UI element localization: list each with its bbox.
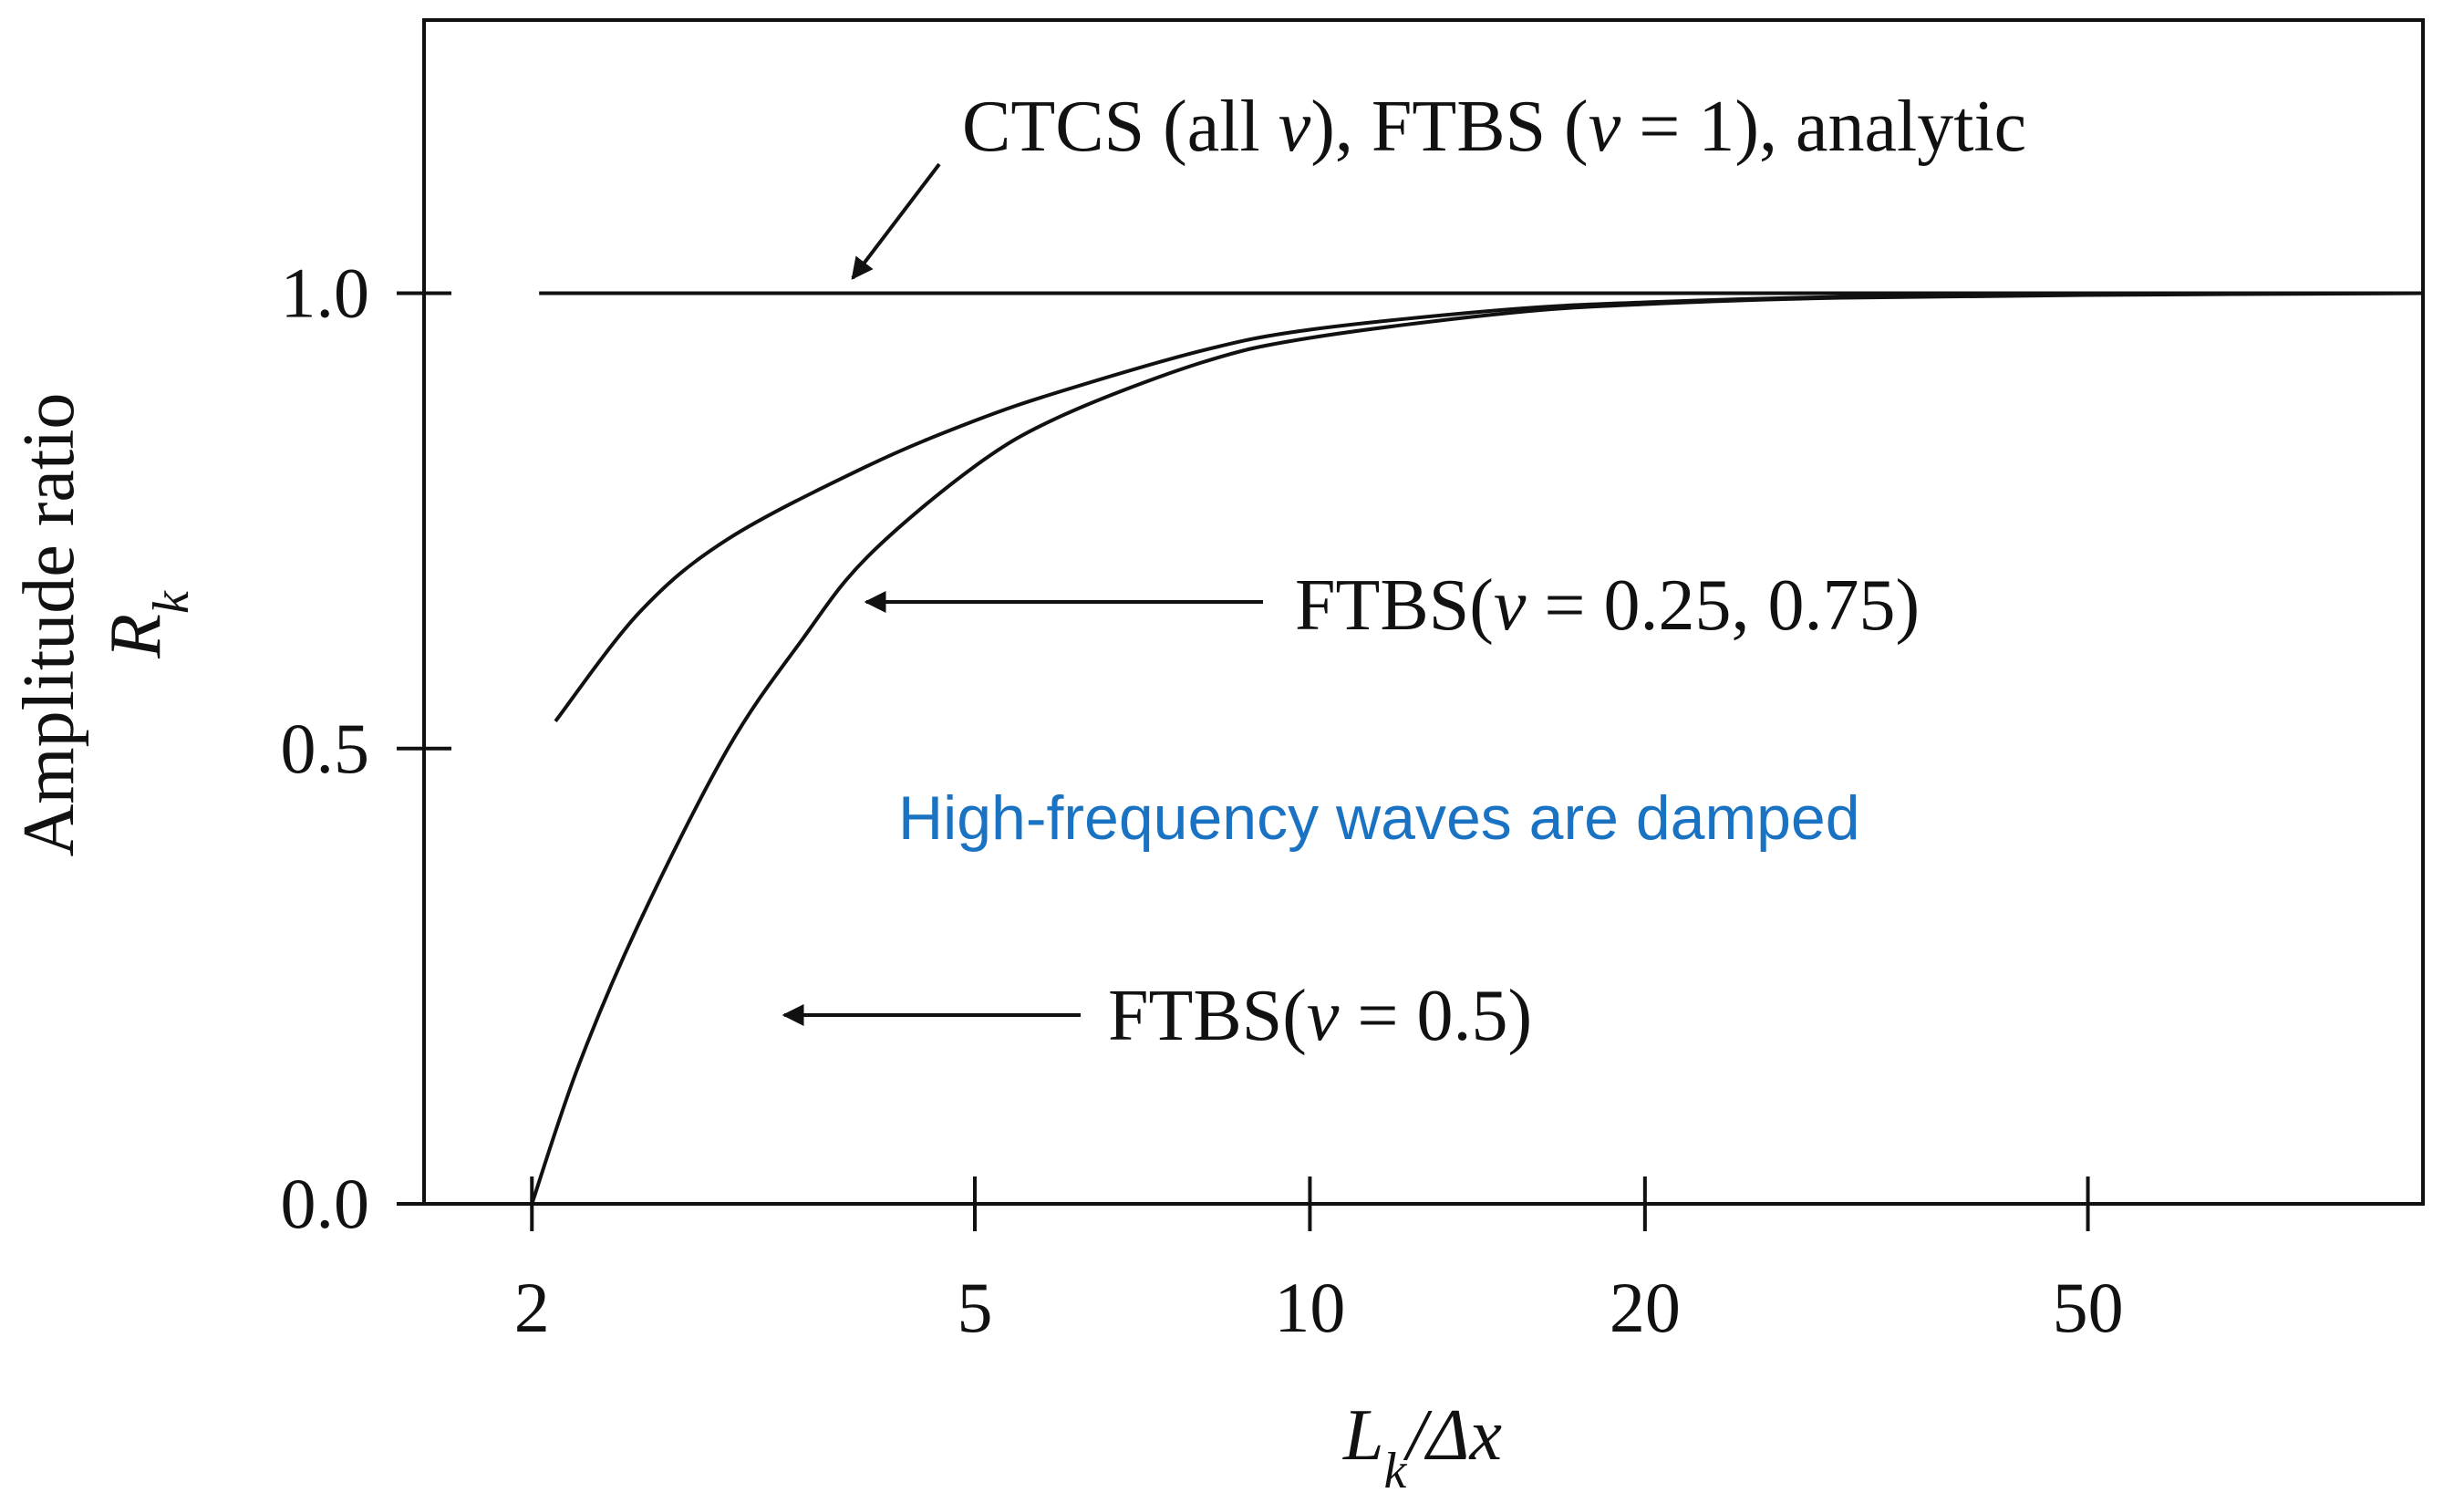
x-tick-label: 2 [514, 1268, 550, 1347]
y-tick-label: 1.0 [281, 254, 370, 333]
y-axis-label: Amplitude ratio Rk [9, 393, 200, 857]
x-tick-label: 10 [1274, 1268, 1345, 1347]
annotation-ftbs-025-075-label: FTBS(ν = 0.25, 0.75) [1295, 565, 1920, 646]
x-tick-label: 5 [957, 1268, 992, 1347]
x-tick-label: 50 [2053, 1268, 2124, 1347]
series-ftbs-05 [530, 291, 2424, 1205]
series-layer [530, 291, 2424, 1205]
y-tick-label: 0.0 [281, 1164, 370, 1243]
y-axis-label-line1: Amplitude ratio [9, 393, 89, 857]
annotation-ftbs-05-label: FTBS(ν = 0.5) [1108, 976, 1532, 1056]
y-axis: 0.0 0.5 1.0 [281, 254, 451, 1243]
series-ftbs-025-075 [554, 291, 2424, 723]
plot-frame [422, 18, 2425, 1206]
annotation-ctcs-label: CTCS (all ν), FTBS (ν = 1), analytic [962, 87, 2026, 167]
y-tick-label: 0.5 [281, 709, 370, 788]
damping-note: High-frequency waves are damped [898, 783, 1860, 853]
x-axis-label: Lk/Δx [1342, 1395, 1502, 1499]
x-tick-label: 20 [1610, 1268, 1681, 1347]
x-axis: 2 5 10 20 50 [514, 1176, 2124, 1347]
y-axis-label-line2: Rk [96, 590, 200, 659]
annotation-ctcs-arrow [851, 162, 941, 280]
